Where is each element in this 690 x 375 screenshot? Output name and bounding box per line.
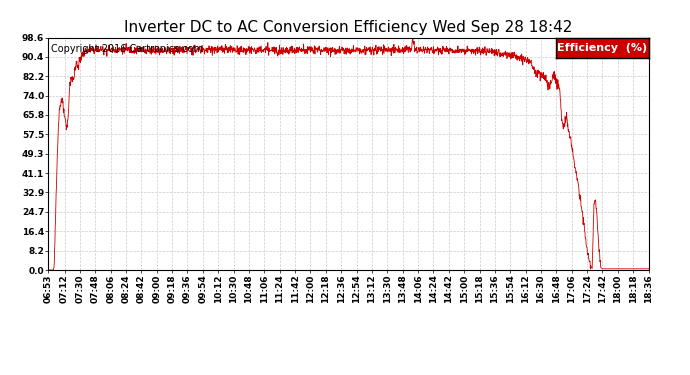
Title: Inverter DC to AC Conversion Efficiency Wed Sep 28 18:42: Inverter DC to AC Conversion Efficiency … [124,20,573,35]
Text: Copyright 2016 Cartronics.com: Copyright 2016 Cartronics.com [51,45,204,54]
